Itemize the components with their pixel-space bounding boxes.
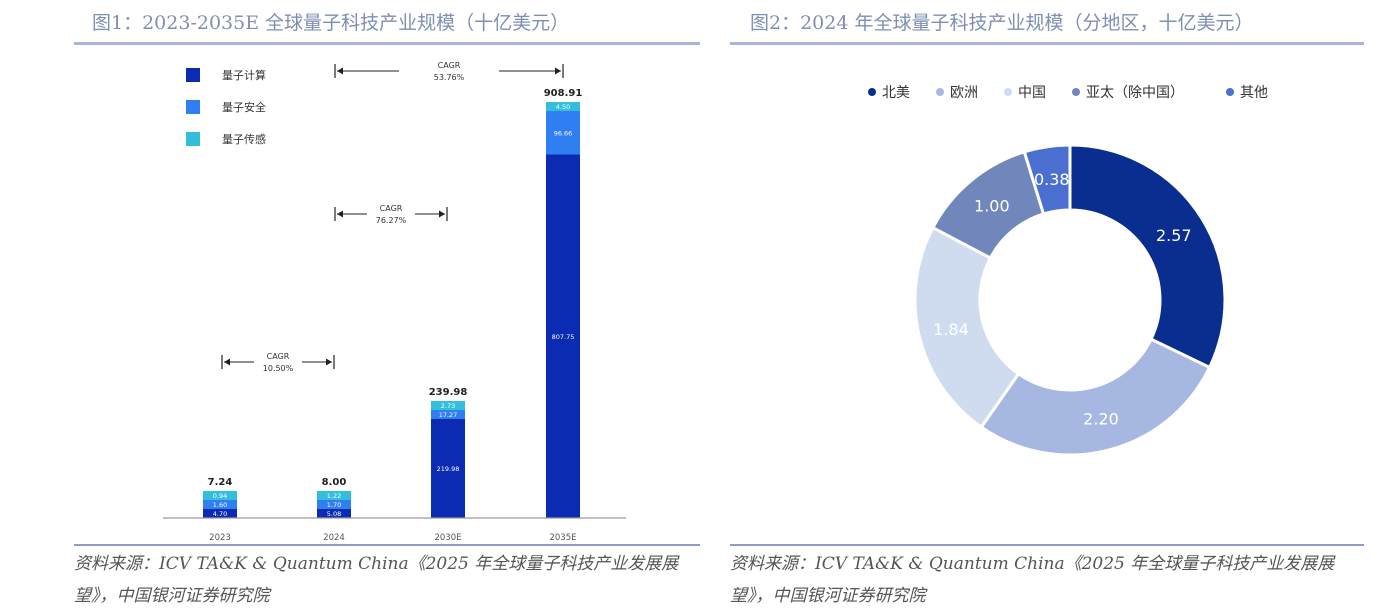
segment-value-label: 2.73 xyxy=(441,402,455,410)
donut-slice-label: 2.57 xyxy=(1156,226,1192,245)
donut-slice-label: 0.38 xyxy=(1034,170,1070,189)
legend-label: 量子计算 xyxy=(222,68,266,82)
right-source-line-2: 望》，中国银河证券研究院 xyxy=(730,586,926,606)
bar-segment-2030E-1 xyxy=(431,419,465,518)
x-tick-label: 2023 xyxy=(209,533,231,543)
bar-segment-2024-3 xyxy=(317,491,351,500)
cagr-label: CAGR xyxy=(380,204,403,213)
cagr-arrowhead xyxy=(337,67,343,75)
left-chart-title: 图1：2023-2035E 全球量子科技产业规模（十亿美元） xyxy=(92,12,570,34)
donut-slice-label: 2.20 xyxy=(1083,410,1119,429)
right-source-note: 资料来源：ICV TA&K & Quantum China《2025 年全球量子… xyxy=(730,548,1370,612)
cagr-arrowhead xyxy=(439,210,445,218)
donut-slice-label: 1.00 xyxy=(974,197,1010,216)
cagr-value: 53.76% xyxy=(434,73,465,82)
x-tick-label: 2035E xyxy=(549,533,576,543)
right-chart-title: 图2：2024 年全球量子科技产业规模（分地区，十亿美元） xyxy=(750,12,1254,34)
cagr-value: 76.27% xyxy=(376,216,407,225)
segment-value-label: 1.60 xyxy=(213,501,227,509)
legend-marker xyxy=(1004,88,1012,96)
bar-total-label: 908.91 xyxy=(544,88,583,99)
left-source-line-1: 资料来源：ICV TA&K & Quantum China《2025 年全球量子… xyxy=(74,554,679,574)
x-tick-label: 2024 xyxy=(323,533,345,543)
segment-value-label: 5.08 xyxy=(327,510,341,518)
legend-swatch xyxy=(186,68,200,82)
bar-segment-2035E-3 xyxy=(546,102,580,112)
segment-value-label: 17.27 xyxy=(439,411,458,419)
bar-segment-2024-1 xyxy=(317,509,351,518)
segment-value-label: 4.70 xyxy=(213,510,227,518)
left-source-line-2: 望》，中国银河证券研究院 xyxy=(74,586,270,606)
bar-segment-2023-1 xyxy=(203,509,237,518)
bar-total-label: 8.00 xyxy=(322,477,347,488)
segment-value-label: 96.66 xyxy=(554,129,573,137)
bar-total-label: 239.98 xyxy=(429,387,468,398)
left-title-rule xyxy=(74,42,700,45)
legend-marker xyxy=(868,88,876,96)
segment-value-label: 1.70 xyxy=(327,501,341,509)
right-title-rule xyxy=(730,42,1364,45)
cagr-arrowhead xyxy=(555,67,561,75)
bar-segment-2030E-2 xyxy=(431,410,465,420)
donut-slice-3 xyxy=(913,225,1021,430)
x-tick-label: 2030E xyxy=(434,533,461,543)
cagr-arrowhead xyxy=(326,358,332,366)
right-source-rule xyxy=(730,544,1364,546)
bar-total-label: 7.24 xyxy=(208,477,233,488)
legend-swatch xyxy=(186,100,200,114)
legend-marker xyxy=(1226,88,1234,96)
donut-slice-5 xyxy=(1022,143,1072,216)
bar-segment-2030E-3 xyxy=(431,401,465,411)
legend-label: 中国 xyxy=(1018,85,1046,101)
legend-marker xyxy=(936,88,944,96)
donut-slice-label: 1.84 xyxy=(933,320,969,339)
segment-value-label: 219.98 xyxy=(437,465,460,473)
segment-value-label: 1.22 xyxy=(327,492,341,500)
legend-label: 亚太（除中国） xyxy=(1086,85,1184,101)
left-source-rule xyxy=(74,544,700,546)
bar-segment-2023-2 xyxy=(203,500,237,509)
bar-segment-2023-3 xyxy=(203,491,237,500)
legend-label: 其他 xyxy=(1240,85,1268,101)
cagr-label: CAGR xyxy=(438,61,461,70)
donut-slice-1 xyxy=(1068,143,1227,370)
legend-label: 北美 xyxy=(882,85,910,101)
donut-chart: 北美 欧洲 中国 亚太（除中国） 其他 2.57 2.20 1.84 1.00 0.38 xyxy=(868,85,1268,457)
bar-segment-2035E-1 xyxy=(546,154,580,518)
segment-value-label: 807.75 xyxy=(552,333,575,341)
cagr-arrowhead xyxy=(337,210,343,218)
left-source-note: 资料来源：ICV TA&K & Quantum China《2025 年全球量子… xyxy=(74,548,704,612)
legend-label: 量子安全 xyxy=(222,100,266,114)
cagr-arrowhead xyxy=(224,358,230,366)
legend-swatch xyxy=(186,132,200,146)
segment-value-label: 4.50 xyxy=(556,103,570,111)
legend-label: 欧洲 xyxy=(950,85,978,101)
right-source-line-1: 资料来源：ICV TA&K & Quantum China《2025 年全球量子… xyxy=(730,554,1335,574)
donut-slice-2 xyxy=(979,337,1212,457)
cagr-label: CAGR xyxy=(267,352,290,361)
segment-value-label: 0.94 xyxy=(213,492,227,500)
bar-segment-2024-2 xyxy=(317,500,351,509)
cagr-value: 10.50% xyxy=(263,364,294,373)
bar-segment-2035E-2 xyxy=(546,111,580,155)
legend-label: 量子传感 xyxy=(222,133,266,146)
legend-marker xyxy=(1072,88,1080,96)
